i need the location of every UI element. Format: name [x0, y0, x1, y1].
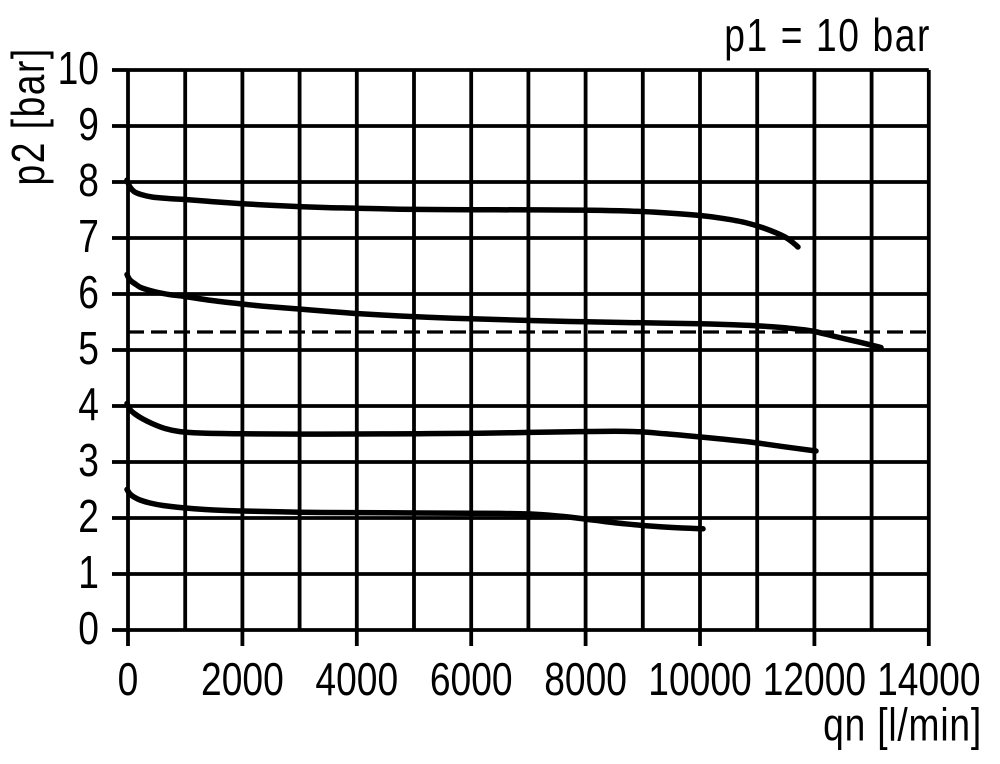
svg-text:1: 1 [78, 546, 99, 598]
svg-text:5: 5 [78, 322, 99, 374]
svg-text:10: 10 [58, 42, 99, 94]
svg-text:2000: 2000 [201, 653, 284, 705]
svg-text:2: 2 [78, 490, 99, 542]
svg-text:p1 = 10 bar: p1 = 10 bar [724, 9, 931, 61]
svg-text:0: 0 [78, 602, 99, 654]
svg-text:10000: 10000 [648, 653, 751, 705]
svg-text:p2 [bar]: p2 [bar] [2, 47, 54, 185]
svg-text:8000: 8000 [544, 653, 627, 705]
svg-text:14000: 14000 [877, 653, 980, 705]
svg-text:4000: 4000 [315, 653, 398, 705]
svg-text:6: 6 [78, 266, 99, 318]
svg-text:8: 8 [78, 154, 99, 206]
svg-text:0: 0 [118, 653, 139, 705]
svg-text:9: 9 [78, 98, 99, 150]
svg-text:6000: 6000 [430, 653, 513, 705]
svg-text:4: 4 [78, 378, 99, 430]
svg-text:7: 7 [78, 210, 99, 262]
svg-text:qn [l/min]: qn [l/min] [823, 699, 982, 751]
svg-text:3: 3 [78, 434, 99, 486]
svg-text:12000: 12000 [763, 653, 866, 705]
